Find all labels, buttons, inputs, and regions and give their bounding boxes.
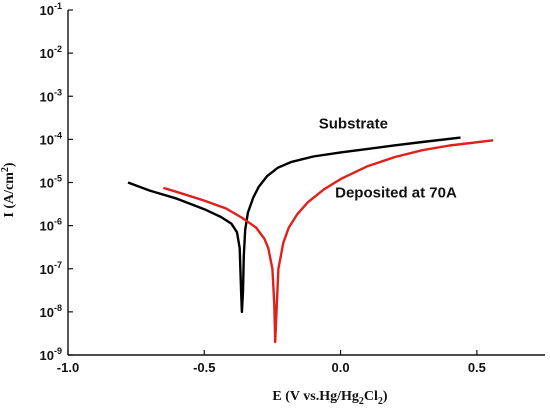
- series-layer: [127, 136, 494, 344]
- series-line-0: [127, 136, 461, 314]
- y-tick-label: 10-8: [40, 303, 62, 320]
- y-tick-label: 10-7: [40, 260, 62, 277]
- y-tick-label: 10-3: [40, 87, 62, 104]
- plot-frame: [67, 10, 545, 356]
- curve-annotation-1: Deposited at 70A: [335, 184, 457, 201]
- y-tick-label: 10-1: [40, 1, 62, 18]
- x-axis-label: E (V vs.Hg/Hg2Cl2): [272, 389, 387, 407]
- x-tick-label: -0.5: [193, 360, 215, 375]
- series-line-1: [163, 139, 494, 344]
- y-axis-ticks: 10-1 10-2 10-3 10-4 10-5 10-6 10-7 10-8 10-9: [40, 1, 73, 363]
- y-tick-label: 10-5: [40, 174, 62, 191]
- x-tick-label: -1.0: [57, 360, 79, 375]
- y-tick-label: 10-6: [40, 217, 62, 234]
- x-axis-ticks: -1.0 -0.5 0.0 0.5: [57, 350, 486, 375]
- curve-annotation-0: Substrate: [319, 115, 388, 132]
- y-tick-label: 10-9: [40, 346, 62, 363]
- annotation-layer: Substrate Deposited at 70A: [319, 115, 457, 201]
- x-tick-label: 0.5: [468, 360, 486, 375]
- y-tick-label: 10-2: [40, 44, 62, 61]
- x-tick-label: 0.0: [332, 360, 350, 375]
- y-axis-label: I (A/cm2): [0, 162, 17, 218]
- y-tick-label: 10-4: [40, 130, 62, 147]
